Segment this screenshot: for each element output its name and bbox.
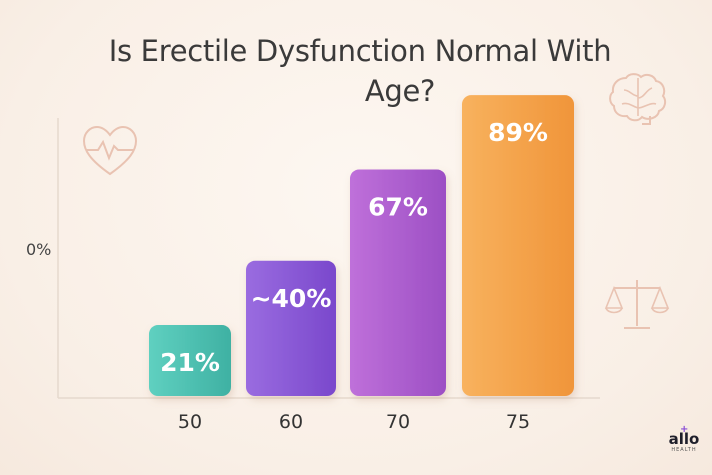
chart-title-line-2: Age? [364,74,436,108]
x-tick-label: 75 [506,411,530,433]
logo-subtext: HEALTH [671,447,697,453]
x-tick-label: 70 [386,411,410,433]
logo-text: allo [668,430,700,448]
scales-icon [604,280,670,329]
chart-title-line-1: Is Erectile Dysfunction Normal With [108,34,612,68]
bar-value-label: 67% [368,193,428,222]
heart-pulse-icon [82,125,138,176]
bar-75 [462,95,574,397]
y-tick-label: 0% [26,240,51,259]
x-tick-label: 50 [178,411,202,433]
bar-70 [350,169,446,396]
bar-50 [149,325,231,396]
x-tick-label: 60 [279,411,303,433]
brand-logo: + allo HEALTH [660,424,708,453]
bar-value-label: ~40% [251,284,332,313]
bar-value-label: 89% [488,118,548,147]
brain-icon [609,73,667,125]
logo-plus-icon: + [680,424,689,435]
bar-60 [246,260,336,396]
bar-value-label: 21% [160,348,220,377]
